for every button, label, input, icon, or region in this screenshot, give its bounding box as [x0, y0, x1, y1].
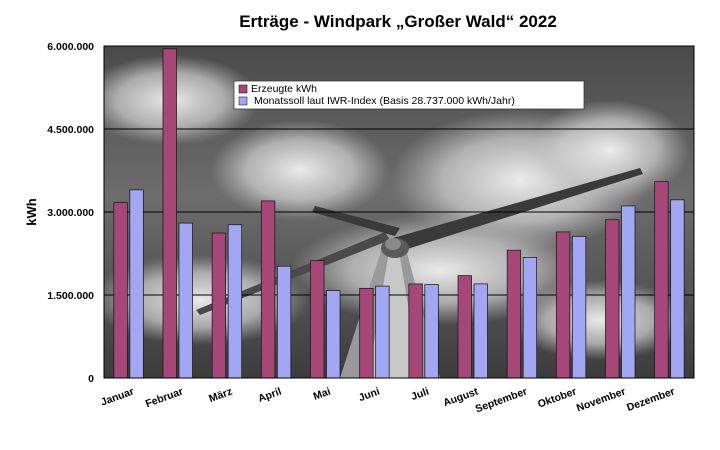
legend-swatch-monatssoll	[238, 96, 248, 106]
bar-monatssoll	[227, 224, 243, 379]
y-tick-labels: 0 1.500.000 3.000.000 4.500.000 6.000.000	[47, 41, 94, 385]
bar-erzeugte	[408, 283, 423, 379]
bar-monatssoll	[473, 283, 488, 379]
legend-swatch-erzeugte	[238, 84, 248, 94]
y-tick-label: 3.000.000	[47, 207, 94, 219]
bar-monatssoll	[522, 256, 538, 379]
bar-monatssoll	[129, 189, 144, 379]
y-tick-label: 6.000.000	[47, 41, 94, 53]
x-tick-label: Juli	[410, 386, 431, 403]
x-tick-label: September	[474, 386, 529, 416]
bar-monatssoll	[326, 290, 341, 379]
bar-erzeugte	[457, 275, 472, 379]
bar-erzeugte	[359, 287, 374, 379]
bar-monatssoll	[276, 265, 292, 379]
x-tick-label: Juni	[357, 386, 381, 405]
bars	[113, 48, 685, 379]
x-tick-label: Dezember	[625, 386, 676, 414]
bar-monatssoll	[670, 199, 685, 379]
bar-erzeugte	[555, 231, 571, 379]
y-axis-label: kWh	[24, 198, 39, 226]
x-tick-label: April	[257, 386, 284, 405]
x-tick-label: Februar	[144, 386, 185, 411]
x-tick-label: März	[207, 386, 234, 405]
bar-erzeugte	[506, 249, 522, 379]
bar-monatssoll	[424, 284, 439, 379]
bar-erzeugte	[260, 200, 276, 379]
bar-erzeugte	[654, 181, 669, 379]
y-tick-label: 0	[88, 373, 94, 385]
x-tick-labels: Januar Februar März April Mai Juni Juli AugustS…	[99, 385, 676, 415]
bar-monatssoll	[375, 285, 390, 379]
y-tick-label: 4.500.000	[47, 124, 94, 136]
legend-label-monatssoll: Monatssoll laut IWR-Index (Basis 28.737.…	[254, 95, 515, 107]
legend: Erzeugte kWh Monatssoll laut IWR-Index (…	[233, 80, 585, 110]
x-tick-label: Januar	[99, 386, 135, 409]
legend-label-erzeugte: Erzeugte kWh	[251, 83, 317, 95]
bar-erzeugte	[310, 260, 325, 379]
bar-erzeugte	[162, 48, 177, 379]
bar-monatssoll	[621, 205, 636, 379]
x-tick-label: Mai	[312, 386, 333, 403]
y-tick-label: 1.500.000	[47, 290, 94, 302]
legend-box	[233, 80, 585, 110]
bar-monatssoll	[178, 222, 193, 379]
x-tick-label: Oktober	[536, 386, 578, 411]
bar-erzeugte	[113, 202, 128, 379]
bar-erzeugte	[211, 232, 227, 379]
bar-monatssoll	[571, 235, 587, 379]
bar-erzeugte	[605, 219, 620, 379]
chart-title: Erträge - Windpark „Großer Wald“ 2022	[239, 12, 557, 31]
x-tick-label: November	[575, 386, 627, 415]
gridlines	[104, 128, 694, 296]
